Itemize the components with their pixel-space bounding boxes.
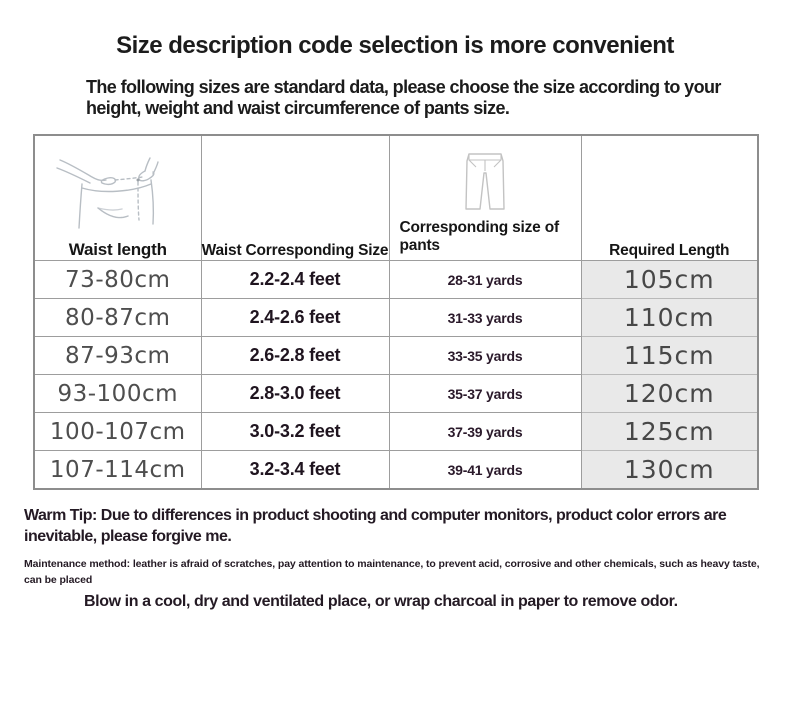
page-subtitle: The following sizes are standard data, p…	[86, 77, 721, 119]
table-row: 107-114cm 3.2-3.4 feet 39-41 yards 130cm	[33, 450, 759, 490]
pants-size-value: 37-39 yards	[388, 412, 582, 452]
pants-icon	[390, 151, 581, 213]
pants-size-value: 35-37 yards	[388, 374, 582, 414]
ventilation-note: Blow in a cool, dry and ventilated place…	[84, 592, 678, 610]
pants-size-value: 39-41 yards	[388, 450, 582, 490]
page-title: Size description code selection is more …	[116, 32, 674, 59]
required-length-value: 115cm	[580, 336, 759, 376]
waist-feet-value: 2.8-3.0 feet	[200, 374, 390, 414]
header-pants-size: Corresponding size of pants	[388, 134, 582, 262]
required-length-value: 110cm	[580, 298, 759, 338]
header-label-required-length: Required Length	[609, 242, 730, 260]
required-length-value: 105cm	[580, 260, 759, 300]
table-row: 93-100cm 2.8-3.0 feet 35-37 yards 120cm	[33, 374, 759, 414]
header-label-waist-length: Waist length	[68, 240, 167, 260]
pants-size-value: 33-35 yards	[388, 336, 582, 376]
warm-tip-note: Warm Tip: Due to differences in product …	[24, 507, 727, 546]
waist-feet-value: 3.0-3.2 feet	[200, 412, 390, 452]
table-row: 80-87cm 2.4-2.6 feet 31-33 yards 110cm	[33, 298, 759, 338]
waist-cm-value: 100-107cm	[33, 412, 202, 452]
table-row: 73-80cm 2.2-2.4 feet 28-31 yards 105cm	[33, 260, 759, 300]
waist-measure-icon	[35, 150, 201, 234]
header-label-waist-corresponding-size: Waist Corresponding Size	[201, 242, 389, 260]
waist-feet-value: 2.2-2.4 feet	[200, 260, 390, 300]
required-length-value: 125cm	[580, 412, 759, 452]
waist-feet-value: 2.4-2.6 feet	[200, 298, 390, 338]
waist-feet-value: 3.2-3.4 feet	[200, 450, 390, 490]
waist-cm-value: 107-114cm	[33, 450, 202, 490]
required-length-value: 130cm	[580, 450, 759, 490]
table-header-row: Waist length Waist Corresponding Size	[33, 134, 759, 262]
waist-feet-value: 2.6-2.8 feet	[200, 336, 390, 376]
waist-cm-value: 80-87cm	[33, 298, 202, 338]
pants-size-value: 28-31 yards	[388, 260, 582, 300]
header-label-pants-size: Corresponding size of pants	[399, 218, 560, 254]
required-length-value: 120cm	[580, 374, 759, 414]
table-row: 100-107cm 3.0-3.2 feet 37-39 yards 125cm	[33, 412, 759, 452]
waist-cm-value: 73-80cm	[33, 260, 202, 300]
header-waist-corresponding-size: Waist Corresponding Size	[200, 134, 390, 262]
header-required-length: Required Length	[580, 134, 759, 262]
header-waist-length: Waist length	[33, 134, 202, 262]
maintenance-note: Maintenance method: leather is afraid of…	[24, 558, 760, 586]
size-table: Waist length Waist Corresponding Size	[33, 134, 759, 491]
waist-cm-value: 87-93cm	[33, 336, 202, 376]
waist-cm-value: 93-100cm	[33, 374, 202, 414]
pants-size-value: 31-33 yards	[388, 298, 582, 338]
table-row: 87-93cm 2.6-2.8 feet 33-35 yards 115cm	[33, 336, 759, 376]
size-chart-page: Size description code selection is more …	[0, 32, 790, 716]
